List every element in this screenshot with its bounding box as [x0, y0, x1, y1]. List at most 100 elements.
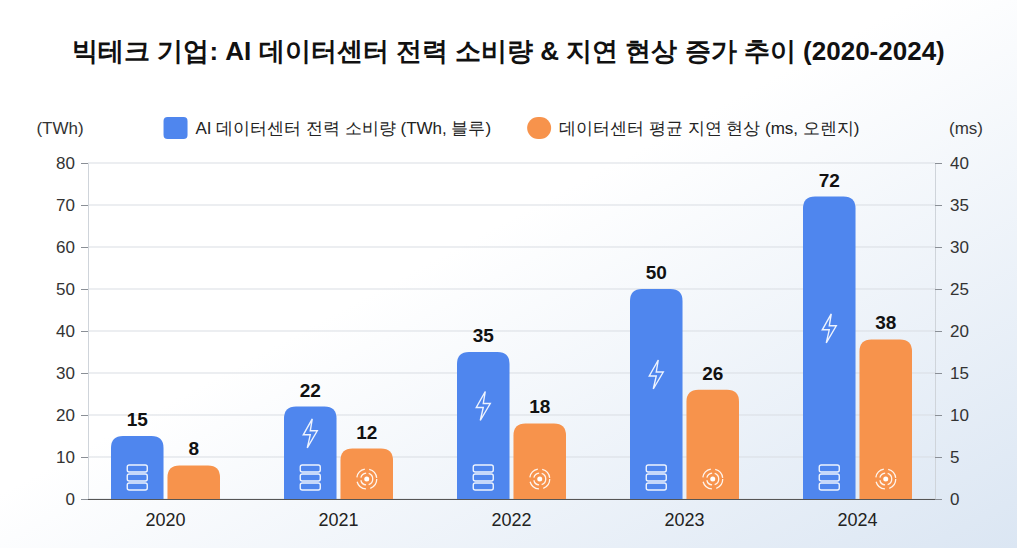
tick-label: 25 [950, 280, 969, 299]
bars [111, 197, 912, 499]
tick-mark [935, 457, 942, 458]
tick: 40 [935, 154, 969, 173]
data-label: 8 [188, 438, 199, 459]
tick-label: 40 [56, 322, 75, 341]
bar [803, 197, 856, 499]
y2-axis: 0 5 10 15 20 25 30 35 40 [935, 154, 969, 509]
tick-mark [935, 247, 942, 248]
tick-label: 10 [950, 406, 969, 425]
tick: 2022 [491, 510, 531, 530]
tick-mark [81, 499, 88, 500]
tick: 50 [56, 280, 88, 299]
tick: 2021 [318, 510, 358, 530]
title: 빅테크 기업: AI 데이터센터 전력 소비량 & 지연 현상 증가 추이 (2… [72, 36, 945, 66]
tick-mark [935, 499, 942, 500]
tick: 25 [935, 280, 969, 299]
data-label: 15 [127, 409, 149, 430]
tick-label: 5 [950, 448, 959, 467]
server-icon [819, 474, 839, 481]
tick-mark [81, 331, 88, 332]
tick-label: 2024 [837, 510, 877, 530]
server-icon [473, 483, 493, 490]
tick: 20 [56, 406, 88, 425]
y2-axis-title: (ms) [949, 119, 983, 138]
server-icon [473, 474, 493, 481]
server-icon [646, 483, 666, 490]
tick: 2024 [837, 510, 877, 530]
data-label: 12 [356, 422, 377, 443]
tick: 5 [935, 448, 959, 467]
signal-icon [880, 473, 892, 485]
tick: 30 [935, 238, 969, 257]
tick: 60 [56, 238, 88, 257]
grid [88, 163, 935, 499]
bar [630, 289, 683, 499]
legend-label: AI 데이터센터 전력 소비량 (TWh, 블루) [196, 119, 492, 138]
tick-label: 70 [56, 196, 75, 215]
server-icon [646, 474, 666, 481]
tick: 2023 [664, 510, 704, 530]
tick-label: 2023 [664, 510, 704, 530]
server-icon [300, 474, 320, 481]
tick-mark [81, 415, 88, 416]
tick: 70 [56, 196, 88, 215]
bar [167, 465, 220, 499]
legend: AI 데이터센터 전력 소비량 (TWh, 블루) 데이터센터 평균 지연 현상 … [164, 117, 860, 139]
legend-swatch [164, 117, 188, 139]
tick-label: 0 [950, 490, 959, 509]
data-labels: 1522355072812182638 [127, 170, 897, 460]
tick: 20 [935, 322, 969, 341]
tick-mark [935, 163, 942, 164]
server-icon [819, 465, 839, 472]
y-axis: 0 10 20 30 40 50 60 70 80 [56, 154, 88, 509]
tick: 15 [935, 364, 969, 383]
tick-mark [81, 163, 88, 164]
data-label: 26 [702, 363, 723, 384]
data-label: 35 [473, 325, 495, 346]
signal-icon [883, 477, 888, 482]
tick-label: 35 [950, 196, 969, 215]
y-axis-title: (TWh) [36, 119, 83, 138]
legend-swatch [527, 117, 551, 139]
tick-mark [81, 457, 88, 458]
bar [340, 449, 393, 499]
tick-mark [935, 373, 942, 374]
tick: 40 [56, 322, 88, 341]
legend-label: 데이터센터 평균 지연 현상 (ms, 오렌지) [559, 119, 859, 138]
bar [686, 390, 739, 499]
server-icon [300, 465, 320, 472]
signal-icon [357, 469, 377, 489]
tick-mark [81, 247, 88, 248]
data-label: 22 [300, 380, 321, 401]
legend-item: 데이터센터 평균 지연 현상 (ms, 오렌지) [527, 117, 859, 139]
signal-icon [537, 477, 542, 482]
data-label: 72 [819, 170, 840, 191]
server-icon [127, 483, 147, 490]
tick-label: 50 [56, 280, 75, 299]
grid-line [88, 163, 935, 164]
server-icon [646, 465, 666, 472]
data-label: 50 [646, 262, 667, 283]
bar [859, 339, 912, 499]
tick-label: 2022 [491, 510, 531, 530]
tick-mark [81, 373, 88, 374]
bar [111, 436, 164, 499]
tick-label: 40 [950, 154, 969, 173]
tick-label: 30 [56, 364, 75, 383]
signal-icon [530, 469, 550, 489]
tick-label: 60 [56, 238, 75, 257]
legend-item: AI 데이터센터 전력 소비량 (TWh, 블루) [164, 117, 492, 139]
tick: 10 [935, 406, 969, 425]
bar [513, 423, 566, 499]
bar [457, 352, 510, 499]
tick: 80 [56, 154, 88, 173]
tick-label: 30 [950, 238, 969, 257]
signal-icon [534, 473, 546, 485]
tick: 0 [66, 490, 88, 509]
tick-label: 10 [56, 448, 75, 467]
tick-label: 20 [56, 406, 75, 425]
tick-mark [81, 289, 88, 290]
tick: 35 [935, 196, 969, 215]
server-icon [473, 465, 493, 472]
tick-label: 0 [66, 490, 75, 509]
